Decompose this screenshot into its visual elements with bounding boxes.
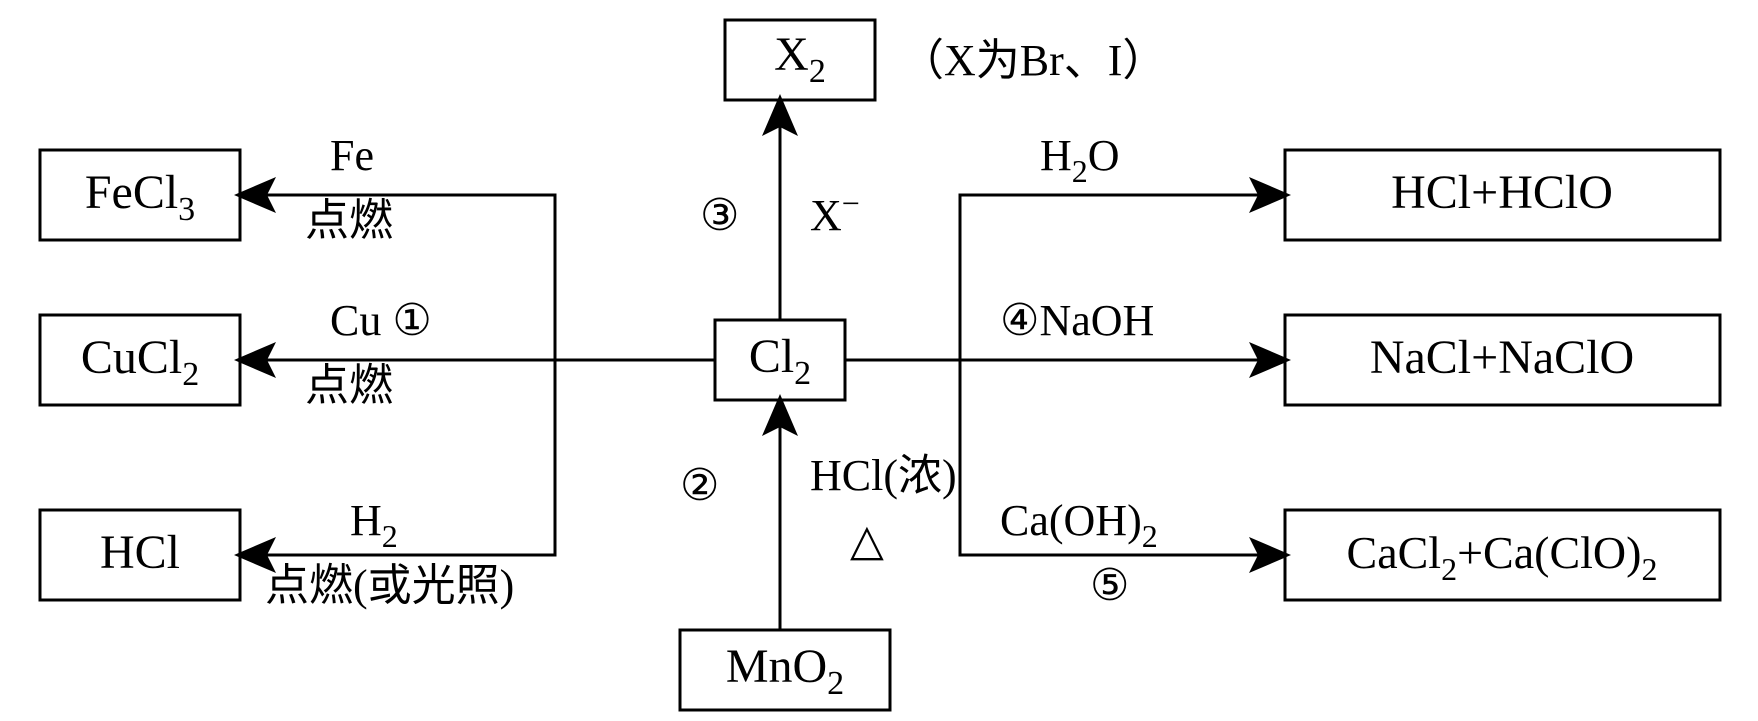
node-mno2: MnO2 [680, 630, 890, 710]
label-num5: ⑤ [1090, 561, 1129, 610]
label-fe: Fe [330, 131, 374, 180]
label-cu: Cu ① [330, 296, 432, 345]
node-cucl2: CuCl2 [40, 315, 240, 405]
svg-text:NaCl+NaClO: NaCl+NaClO [1370, 331, 1634, 384]
reaction-diagram: X2 FeCl3 CuCl2 HCl Cl2 MnO2 HCl+HClO NaC… [0, 0, 1758, 721]
label-num3: ③ [700, 191, 739, 240]
label-hcl-conc: HCl(浓) [810, 451, 957, 500]
label-h2-cond: 点燃(或光照) [265, 561, 514, 610]
label-triangle: △ [850, 516, 884, 565]
node-nacl-naclo: NaCl+NaClO [1285, 315, 1720, 405]
label-h2o: H2O [1040, 131, 1120, 189]
label-fe-cond: 点燃 [305, 196, 393, 245]
node-hcl: HCl [40, 510, 240, 600]
label-cu-cond: 点燃 [305, 361, 393, 410]
node-hcl-hclo: HCl+HClO [1285, 150, 1720, 240]
label-caoh2: Ca(OH)2 [1000, 496, 1158, 554]
svg-text:HCl: HCl [100, 526, 180, 579]
label-xminus: X− [810, 185, 860, 240]
label-h2: H2 [350, 496, 398, 554]
label-num2: ② [680, 461, 719, 510]
node-cl2: Cl2 [715, 320, 845, 400]
node-x2: X2 [725, 20, 875, 100]
node-fecl3: FeCl3 [40, 150, 240, 240]
node-cacl2-caclo2: CaCl2+Ca(ClO)2 [1285, 510, 1720, 600]
svg-text:MnO2: MnO2 [726, 640, 844, 702]
svg-text:HCl+HClO: HCl+HClO [1391, 166, 1613, 219]
svg-text:CuCl2: CuCl2 [81, 331, 199, 393]
label-num4-naoh: ④NaOH [1000, 296, 1154, 345]
label-x-note: （X为Br、I） [900, 36, 1166, 85]
